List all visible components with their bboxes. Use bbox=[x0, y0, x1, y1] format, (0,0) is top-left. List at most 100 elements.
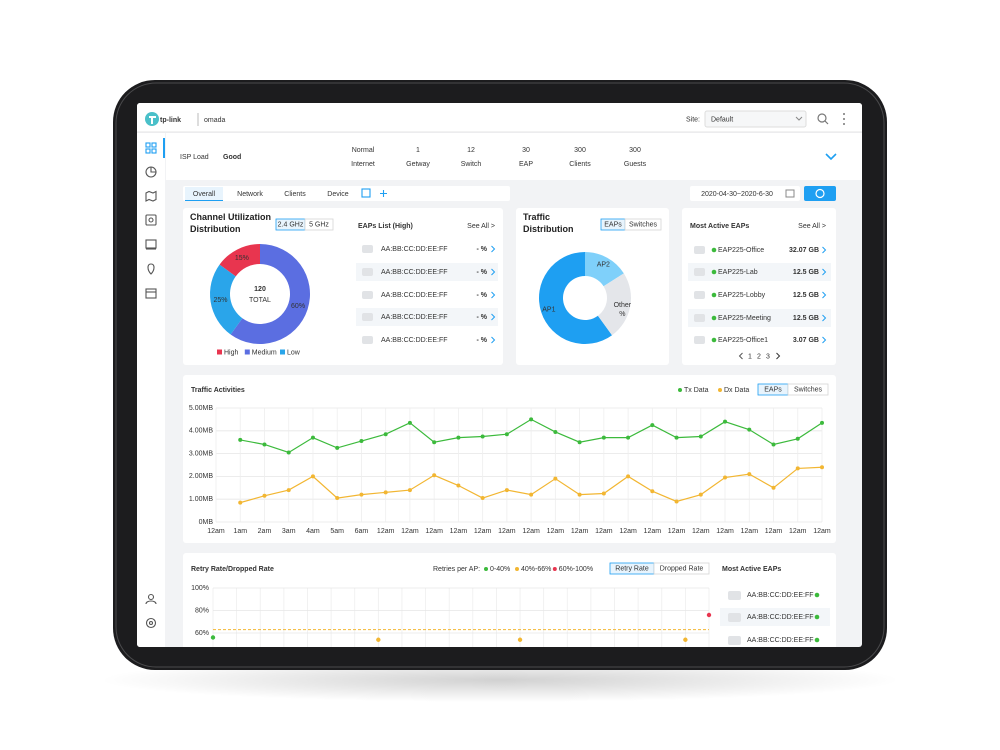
legend-label: 0-40% bbox=[490, 566, 510, 573]
data-point bbox=[286, 450, 291, 455]
toggle-label[interactable]: Switches bbox=[629, 222, 658, 229]
chevron[interactable] bbox=[491, 336, 496, 344]
y-tick-label: 60% bbox=[195, 630, 209, 637]
device-icon bbox=[728, 613, 741, 622]
device-icon bbox=[694, 246, 705, 254]
tab[interactable]: Overall bbox=[193, 191, 216, 198]
card-title: Traffic Activities bbox=[191, 387, 245, 394]
status-dot bbox=[711, 292, 717, 298]
chevron[interactable] bbox=[491, 291, 496, 299]
toggle-label[interactable]: Switches bbox=[794, 387, 823, 394]
eap-name: EAP225-Office bbox=[718, 247, 764, 254]
data-point bbox=[432, 440, 437, 445]
data-point bbox=[747, 427, 752, 432]
menu-icon[interactable] bbox=[843, 113, 845, 125]
chevron[interactable] bbox=[776, 352, 781, 360]
x-tick-label: 12am bbox=[425, 528, 443, 535]
data-point bbox=[262, 442, 267, 447]
data-point bbox=[504, 488, 509, 493]
chevron[interactable] bbox=[491, 313, 496, 321]
chevron[interactable] bbox=[822, 314, 827, 322]
y-tick-label: 80% bbox=[195, 607, 209, 614]
settings-button[interactable] bbox=[804, 186, 836, 201]
page-number[interactable]: 2 bbox=[757, 353, 761, 360]
data-point bbox=[238, 500, 243, 505]
toggle-button[interactable] bbox=[304, 218, 334, 231]
settings-icon bbox=[815, 188, 825, 199]
x-tick-label: 12am bbox=[741, 528, 759, 535]
chevron[interactable] bbox=[822, 291, 827, 299]
toggle-button[interactable] bbox=[624, 218, 662, 231]
pie-slice bbox=[539, 252, 613, 344]
chevron[interactable] bbox=[491, 245, 496, 253]
data-point bbox=[376, 637, 381, 642]
toggle-label[interactable]: 5 GHz bbox=[309, 222, 329, 229]
x-tick-label: 4am bbox=[306, 528, 320, 535]
stat-label: Clients bbox=[569, 161, 591, 168]
traffic: 32.07 GB bbox=[789, 247, 819, 254]
isp-label: ISP Load bbox=[180, 154, 209, 161]
stat-value: 12 bbox=[467, 147, 475, 154]
x-tick-label: 12am bbox=[450, 528, 468, 535]
chevron[interactable] bbox=[738, 352, 743, 360]
x-tick-label: 12am bbox=[668, 528, 686, 535]
chevron[interactable] bbox=[822, 336, 827, 344]
site-select-box[interactable] bbox=[704, 110, 807, 128]
data-point bbox=[529, 417, 534, 422]
x-tick-label: 12am bbox=[813, 528, 831, 535]
data-point bbox=[723, 419, 728, 424]
tab[interactable]: Clients bbox=[284, 191, 306, 198]
toggle-button[interactable] bbox=[653, 562, 710, 575]
tab[interactable]: Device bbox=[327, 191, 349, 198]
brand: tp-link bbox=[160, 117, 181, 124]
page-number[interactable]: 3 bbox=[766, 353, 770, 360]
chevron[interactable] bbox=[822, 246, 827, 254]
legend-swatch bbox=[244, 349, 250, 355]
toggle-label[interactable]: EAPs bbox=[604, 222, 622, 229]
status-dot bbox=[814, 614, 820, 620]
data-point bbox=[504, 432, 509, 437]
chevron[interactable] bbox=[491, 268, 496, 276]
toggle-label[interactable]: Dropped Rate bbox=[660, 566, 704, 573]
card-title: Channel Utilization Distribution bbox=[190, 212, 271, 234]
stat-label: Guests bbox=[624, 161, 647, 168]
rate: - % bbox=[477, 314, 488, 321]
slice-label: 25% bbox=[213, 297, 227, 304]
stat-label: Getway bbox=[406, 161, 430, 168]
data-point bbox=[553, 476, 558, 481]
card-title: Traffic Distribution bbox=[523, 212, 574, 234]
data-point bbox=[626, 435, 631, 440]
y-tick-label: 5.00MB bbox=[189, 405, 213, 412]
date-range[interactable]: 2020-04-30~2020-6-30 bbox=[701, 191, 773, 198]
x-tick-label: 12am bbox=[522, 528, 540, 535]
toggle-label[interactable]: EAPs bbox=[764, 387, 782, 394]
calendar-icon[interactable] bbox=[785, 189, 795, 198]
traffic: 3.07 GB bbox=[793, 337, 819, 344]
legend-swatch bbox=[280, 349, 285, 355]
legend-label: High bbox=[224, 349, 239, 356]
stat-value: 30 bbox=[522, 147, 530, 154]
chevron[interactable] bbox=[822, 268, 827, 276]
see-all[interactable]: See All > bbox=[467, 223, 495, 230]
site-select[interactable]: Default bbox=[711, 116, 733, 123]
toggle-button[interactable] bbox=[787, 383, 829, 396]
device-icon bbox=[362, 268, 373, 276]
mac-address: AA:BB:CC:DD:EE:FF bbox=[381, 337, 448, 344]
x-tick-label: 12am bbox=[571, 528, 589, 535]
date-bar[interactable] bbox=[690, 186, 800, 201]
data-point bbox=[238, 437, 243, 442]
see-all[interactable]: See All > bbox=[798, 223, 826, 230]
tab-tools[interactable] bbox=[361, 188, 387, 198]
tab[interactable]: Network bbox=[237, 191, 263, 198]
data-point bbox=[674, 435, 679, 440]
legend-dot bbox=[484, 567, 488, 571]
card bbox=[183, 553, 836, 647]
x-tick-label: 12am bbox=[547, 528, 565, 535]
device-icon bbox=[362, 291, 373, 299]
card-title-box: Channel Utilization Distribution bbox=[190, 212, 271, 234]
sidebar-icons[interactable] bbox=[145, 138, 165, 629]
toggle-label[interactable]: Retry Rate bbox=[615, 566, 649, 573]
expand-arrow[interactable] bbox=[825, 153, 837, 161]
toggle-label[interactable]: 2.4 GHz bbox=[278, 222, 304, 229]
page-number[interactable]: 1 bbox=[748, 353, 752, 360]
